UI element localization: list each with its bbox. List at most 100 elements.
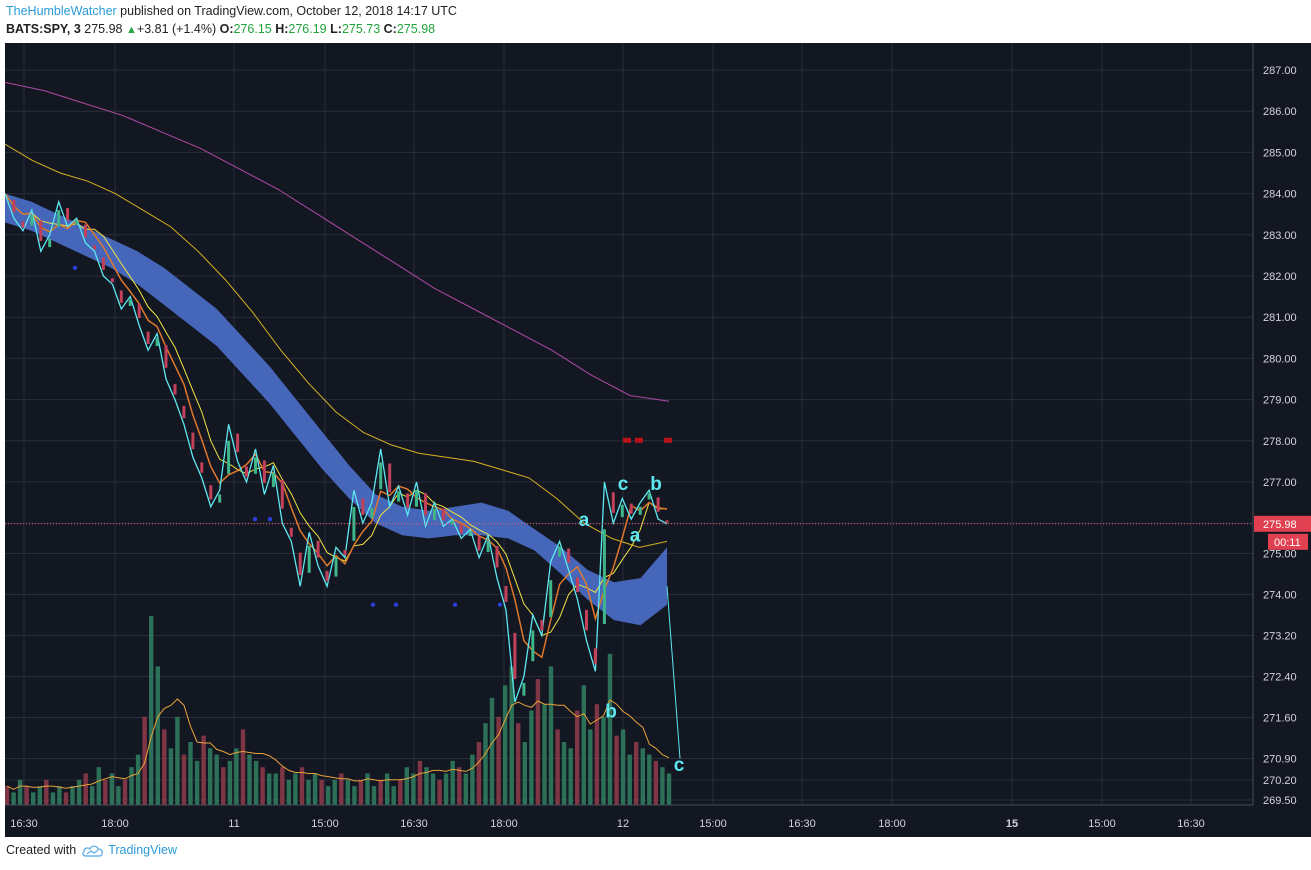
volume-bar <box>404 767 409 805</box>
volume-bar <box>450 760 455 805</box>
author-link[interactable]: TheHumbleWatcher <box>6 4 117 18</box>
y-tick-label: 272.40 <box>1263 672 1297 684</box>
volume-bar <box>437 779 442 805</box>
volume-bar <box>142 716 147 805</box>
volume-bar <box>391 786 396 805</box>
volume-bar <box>312 773 318 805</box>
candle-body <box>12 199 16 213</box>
candle-body <box>110 278 114 283</box>
y-tick-label: 283.00 <box>1263 230 1297 242</box>
volume-bar <box>463 773 468 805</box>
volume-bar <box>345 779 350 805</box>
candle-body <box>245 466 248 477</box>
price-axis[interactable] <box>1253 43 1311 805</box>
candle-body <box>406 493 410 508</box>
y-tick-label: 279.00 <box>1263 395 1297 407</box>
last-price-marker: 275.98 00:11 <box>5 515 1311 550</box>
candle-body <box>656 497 660 512</box>
volume-bar <box>135 754 141 805</box>
volume-bar <box>122 779 128 805</box>
legend-line: BATS:SPY, 3 275.98 ▲+3.81 (+1.4%) O:276.… <box>6 22 435 36</box>
wave-label: c <box>618 474 629 495</box>
moving-averages <box>5 81 670 548</box>
wave-label: b <box>650 474 662 495</box>
candle-body <box>334 557 338 577</box>
last-price: 275.98 <box>84 22 123 36</box>
volume-bar <box>70 786 75 805</box>
volume-bar <box>162 729 167 805</box>
y-tick-label: 277.00 <box>1263 477 1297 489</box>
volume-bar <box>17 779 23 805</box>
volume-bar <box>443 773 449 805</box>
volume-bar <box>201 735 206 805</box>
volume-bar <box>214 754 219 805</box>
y-tick-label: 278.00 <box>1263 436 1297 448</box>
candle-body <box>397 491 401 502</box>
volume-bar <box>332 779 337 805</box>
candle-body <box>343 550 347 556</box>
candle-body <box>477 536 481 551</box>
y-tick-label: 274.00 <box>1263 590 1297 602</box>
tradingview-link[interactable]: TradingView <box>108 843 177 857</box>
candle-body <box>21 221 25 228</box>
volume-bar <box>522 742 527 805</box>
candle-body <box>468 531 472 536</box>
buy-signal-marker <box>267 516 273 522</box>
ema-ribbon-band <box>5 193 667 626</box>
time-axis[interactable] <box>5 805 1311 837</box>
volume-bar <box>208 748 213 805</box>
candle-body <box>611 492 615 513</box>
y-tick-label: 275.00 <box>1263 549 1297 561</box>
candle-body <box>218 494 222 503</box>
volume-bar <box>326 786 331 805</box>
volume-bar <box>411 773 416 805</box>
volume-bar <box>385 773 390 805</box>
candle-body <box>424 493 427 516</box>
candle-body <box>84 224 87 237</box>
candle-body <box>415 490 418 507</box>
volume-bar <box>31 792 36 805</box>
candle-body <box>164 345 168 368</box>
volume-bar <box>24 786 29 805</box>
close-label: C: <box>383 22 397 36</box>
volume-bar <box>653 760 659 805</box>
volume-bar <box>378 779 383 805</box>
volume-bar <box>371 786 377 805</box>
volume-bar <box>476 742 482 805</box>
volume-bar <box>496 716 501 805</box>
volume-bar <box>273 773 278 805</box>
candle-body <box>576 577 579 593</box>
symbol-label[interactable]: BATS:SPY, 3 <box>6 22 81 36</box>
volume-bar <box>542 704 547 805</box>
volume-bar <box>647 754 652 805</box>
candle-body <box>39 220 43 241</box>
published-text: published on TradingView.com, October 12… <box>116 4 457 18</box>
volume-bar <box>155 666 160 805</box>
volume-bar <box>168 748 174 805</box>
volume-bar <box>614 735 619 805</box>
volume-bar <box>188 742 193 805</box>
volume-bar <box>568 748 573 805</box>
candle-body <box>567 548 571 563</box>
high-label: H: <box>275 22 289 36</box>
buy-signal-marker <box>252 516 258 522</box>
candle-body <box>629 503 633 514</box>
volume-bar <box>221 767 226 805</box>
candle-body <box>522 682 526 696</box>
y-tick-label: 284.00 <box>1263 189 1297 201</box>
volume-bar <box>352 786 357 805</box>
y-tick-label: 287.00 <box>1263 65 1297 77</box>
sell-signal-marker <box>635 437 643 443</box>
candle-body <box>585 609 588 631</box>
sell-signal-marker <box>623 437 631 443</box>
volume-bar <box>575 710 580 805</box>
candle-body <box>75 220 79 225</box>
ema-ribbon <box>5 193 667 626</box>
candle-body <box>209 485 213 500</box>
candle-body <box>101 257 105 270</box>
x-tick-label: 18:00 <box>490 818 518 830</box>
y-tick-label: 270.90 <box>1263 754 1297 766</box>
candle-body <box>432 508 436 521</box>
chart-background <box>5 43 1311 837</box>
